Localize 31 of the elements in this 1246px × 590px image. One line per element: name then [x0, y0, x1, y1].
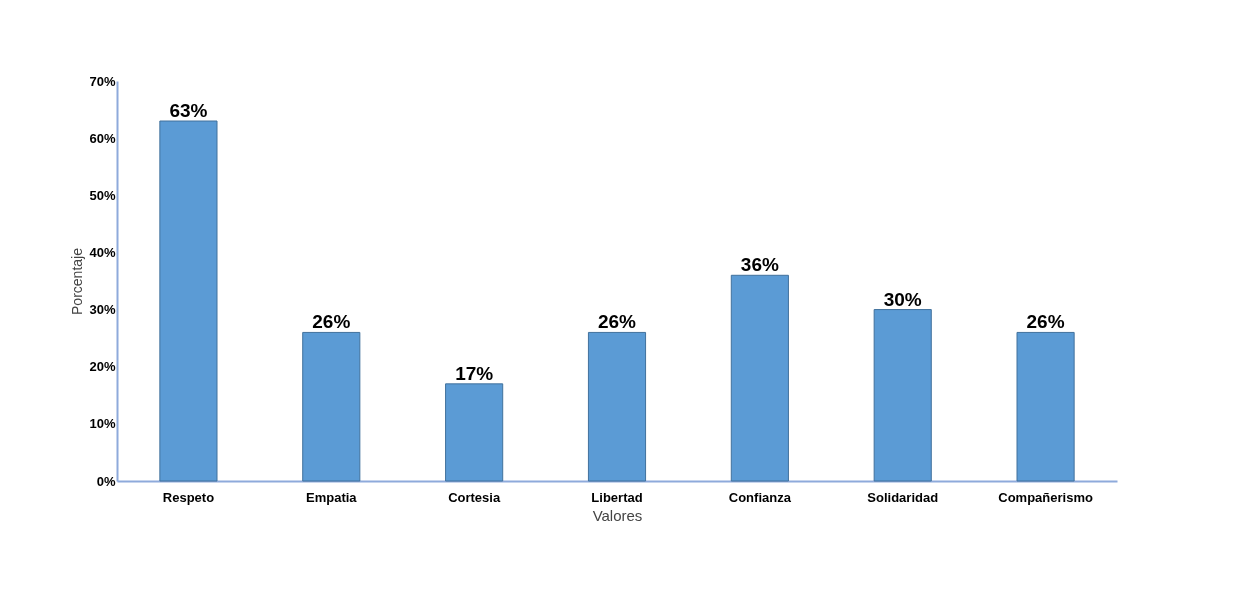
y-tick-label: 60%	[89, 130, 116, 146]
bar	[445, 383, 504, 482]
x-tick-label: Solidaridad	[867, 489, 939, 505]
x-tick-label: Compañerismo	[998, 489, 1093, 505]
data-label: 36%	[740, 254, 779, 276]
x-tick-label: Respeto	[162, 489, 215, 505]
data-label: 26%	[312, 311, 351, 333]
y-tick-label: 40%	[89, 244, 116, 260]
bar	[1016, 331, 1075, 482]
bar	[587, 331, 647, 482]
data-label: 17%	[455, 362, 494, 384]
data-label: 26%	[1026, 311, 1065, 333]
bar	[873, 309, 932, 482]
x-tick-label: Confianza	[728, 489, 792, 505]
y-tick-label: 30%	[89, 302, 116, 318]
bar	[730, 274, 789, 482]
y-tick-label: 20%	[89, 359, 116, 375]
y-tick-label: 70%	[89, 73, 116, 89]
bar	[159, 120, 218, 482]
x-tick-label: Libertad	[591, 489, 643, 505]
data-label: 30%	[883, 288, 922, 310]
y-tick-label: 0%	[96, 473, 116, 489]
data-label: 26%	[597, 311, 637, 333]
bar	[302, 331, 361, 482]
y-tick-label: 10%	[89, 416, 116, 432]
data-label: 63%	[169, 100, 208, 121]
x-tick-label: Cortesia	[448, 489, 501, 505]
x-tick-label: Empatia	[306, 489, 358, 505]
y-axis-title: Porcentaje	[69, 247, 86, 315]
x-axis-title: Valores	[592, 506, 643, 524]
y-tick-label: 50%	[89, 187, 116, 203]
